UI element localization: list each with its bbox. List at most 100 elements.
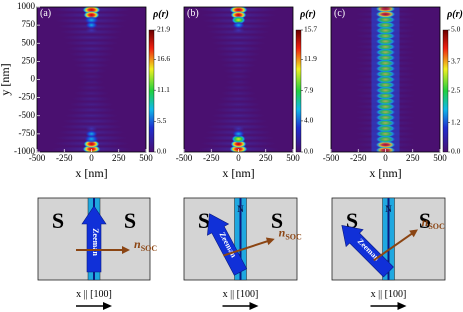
density-spot	[231, 16, 246, 25]
density-spot	[232, 21, 245, 29]
axis-label: x || [100]	[76, 289, 112, 300]
density-spot	[355, 141, 416, 148]
density-spot	[231, 134, 246, 143]
y-tick-label: 1000	[17, 1, 36, 11]
x-axis-label: x [nm]	[222, 166, 254, 180]
soc-head	[265, 237, 275, 246]
colorbar-tick-label: 0.0	[304, 147, 314, 156]
density-spot	[355, 125, 416, 132]
colorbar-tick-label: 2.5	[451, 86, 461, 95]
soc-symbol: n	[134, 237, 141, 251]
soc-arrow	[223, 237, 275, 257]
soc-head	[122, 246, 130, 254]
x-tick-label: 250	[259, 153, 273, 163]
zeeman-arrow: Zeeman	[81, 205, 107, 273]
panel-label: (a)	[40, 8, 51, 19]
soc-subscript: SOC	[285, 232, 302, 241]
x-axis-label: x [nm]	[75, 166, 107, 180]
density-spot	[355, 81, 416, 88]
density-spot	[355, 7, 416, 12]
density-spot	[355, 136, 416, 143]
axis-label: x || [100]	[371, 289, 407, 300]
y-axis-label: y [nm]	[0, 63, 12, 95]
density-spot	[66, 45, 117, 52]
density-spot	[355, 16, 416, 23]
density-spot	[64, 112, 119, 119]
soc-label: nSOC	[134, 237, 157, 253]
density-spot	[213, 107, 264, 114]
x-tick-label: 250	[406, 153, 420, 163]
density-spot	[73, 90, 110, 97]
x-tick-label: 0	[236, 153, 241, 163]
density-spot	[355, 43, 416, 50]
density-spot	[66, 107, 117, 114]
colorbar-label: ρ(r)	[446, 9, 463, 20]
density-spot	[218, 56, 259, 63]
soc-head	[409, 229, 418, 238]
panel-label: (b)	[187, 8, 199, 19]
colorbar-label: ρ(r)	[152, 9, 169, 20]
axis-arrow-head	[249, 302, 259, 310]
density-spot	[220, 90, 257, 97]
density-spot	[355, 114, 416, 121]
density-spot	[232, 27, 245, 34]
s-right: S	[419, 208, 431, 233]
density-spot	[355, 130, 416, 137]
colorbar-tick-label: 0.0	[451, 147, 461, 156]
colorbar-tick-label: 11.9	[304, 54, 317, 63]
density-spot	[85, 27, 98, 34]
density-spot	[85, 125, 98, 132]
density-spot	[355, 76, 416, 83]
density-spot	[355, 11, 416, 18]
density-spot	[69, 101, 114, 108]
density-spot	[218, 95, 259, 102]
heatmap: (b)	[183, 6, 294, 153]
density-spot	[220, 62, 257, 69]
colorbar-tick-label: 0.0	[157, 147, 167, 156]
density-spot	[355, 27, 416, 34]
density-spot	[211, 40, 266, 47]
junction-diagram: S S Zeeman nSOC x || [100]	[37, 197, 157, 310]
density-spot	[355, 49, 416, 56]
density-spot	[84, 16, 99, 25]
colorbar-tick-label: 16.6	[157, 54, 170, 63]
axis-arrow-head	[397, 302, 407, 310]
density-spot	[69, 51, 114, 58]
density-spot	[71, 56, 112, 63]
s-right: S	[271, 208, 283, 233]
density-spot	[213, 45, 264, 52]
x-tick-label: 500	[286, 153, 300, 163]
colorbar-tick-label: 3.7	[451, 56, 461, 65]
colorbar-tick-label: 11.1	[157, 85, 170, 94]
soc-symbol: n	[422, 215, 429, 229]
density-spot	[78, 73, 105, 80]
colorbar-tick-label: 21.9	[157, 25, 170, 34]
colorbar	[442, 29, 449, 153]
density-spot	[232, 130, 245, 138]
soc-shaft	[223, 239, 270, 257]
x-tick-label: 500	[433, 153, 447, 163]
s-right: S	[124, 208, 136, 233]
x-tick-label: 250	[112, 153, 126, 163]
x-tick-label: -500	[29, 153, 46, 163]
colorbar-tick-label: 1.2	[451, 117, 461, 126]
x-tick-label: 0	[89, 153, 94, 163]
density-spot	[64, 40, 119, 47]
density-spot	[76, 84, 107, 91]
density-spot	[355, 38, 416, 45]
density-spot	[85, 21, 98, 29]
density-spot	[85, 130, 98, 138]
colorbar-label: ρ(r)	[299, 9, 316, 20]
density-spot	[355, 109, 416, 116]
density-spot	[355, 54, 416, 61]
density-spot	[71, 95, 112, 102]
soc-label: nSOC	[422, 215, 445, 231]
soc-label: nSOC	[279, 225, 302, 241]
density-spot	[355, 92, 416, 99]
density-spot	[355, 87, 416, 94]
x-tick-label: -250	[203, 153, 220, 163]
zeeman-label: Zeeman	[91, 228, 100, 256]
y-tick-label: 250	[22, 55, 36, 65]
